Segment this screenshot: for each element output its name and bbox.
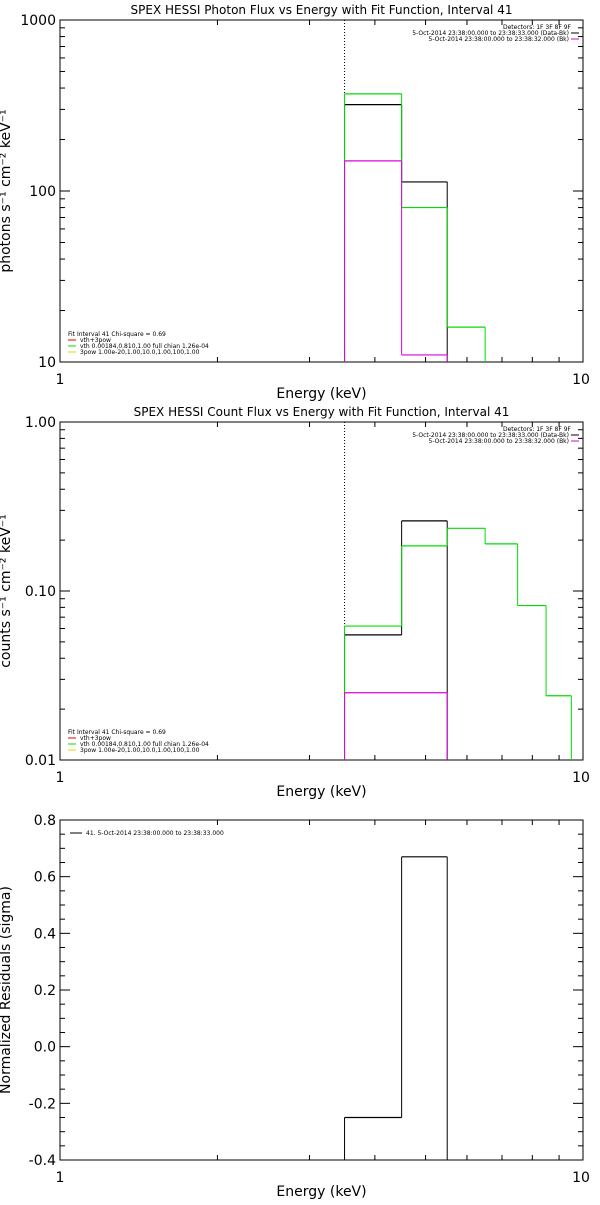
series-3 bbox=[344, 692, 448, 760]
y-axis-label: counts s⁻¹ cm⁻² keV⁻¹ bbox=[0, 514, 14, 668]
legend-fit-entry: Fit Interval 41 Chi-square = 0.69 bbox=[68, 331, 166, 338]
y-tick-label: 0.2 bbox=[34, 983, 56, 999]
legend-top-right-entry: 5-Oct-2014 23:38:00.000 to 23:38:32.000 … bbox=[429, 438, 570, 445]
legend-top-right-entry: 5-Oct-2014 23:38:00.000 to 23:38:33.000 … bbox=[412, 30, 569, 37]
legend-fit-entry: vth 0.00184,0.810,1.00 full chian 1.26e-… bbox=[80, 741, 209, 748]
y-axis-label: photons s⁻¹ cm⁻² keV⁻¹ bbox=[0, 109, 14, 272]
legend-top-right-entry: Detectors: 1F 3F 8F 9F bbox=[503, 24, 572, 31]
series-2 bbox=[344, 527, 572, 760]
legend-fit-entry: vth+3pow bbox=[80, 337, 111, 344]
x-tick-label: 1 bbox=[56, 1170, 65, 1186]
x-tick-label: 10 bbox=[572, 1170, 590, 1186]
y-tick-label: 1000 bbox=[20, 13, 56, 29]
series-3 bbox=[344, 160, 448, 362]
legend-fit-entry: 3pow 1.00e-20,1.00,10.0,1.00,100,1.00 bbox=[80, 349, 200, 356]
y-tick-label: 0.8 bbox=[34, 813, 56, 829]
x-tick-label: 10 bbox=[572, 372, 590, 388]
y-tick-label: 0.10 bbox=[25, 584, 56, 600]
y-tick-label: 1.00 bbox=[25, 415, 56, 431]
y-tick-label: 0.4 bbox=[34, 926, 56, 942]
panel-3: 1 10 -0.4 -0.2 0.0 0.2 0.4 0.6 0.8 Energy (keV) No… bbox=[0, 813, 590, 1200]
plot-frame bbox=[59, 19, 584, 363]
legend-top-right-entry: 5-Oct-2014 23:38:00.000 to 23:38:32.000 … bbox=[429, 36, 570, 43]
chart-title: SPEX HESSI Count Flux vs Energy with Fit… bbox=[134, 405, 510, 419]
legend-fit-entry: vth+3pow bbox=[80, 735, 111, 742]
y-tick-label: 0.6 bbox=[34, 870, 56, 886]
y-tick-label: 0.01 bbox=[25, 753, 56, 769]
legend-top-right-entry: 5-Oct-2014 23:38:00.000 to 23:38:33.000 … bbox=[412, 432, 569, 439]
y-tick-label: 10 bbox=[38, 355, 56, 371]
x-tick-label: 10 bbox=[572, 770, 590, 786]
y-tick-label: 100 bbox=[29, 184, 56, 200]
y-tick-label: -0.4 bbox=[29, 1153, 56, 1169]
plot-frame bbox=[59, 819, 584, 1161]
x-tick-label: 1 bbox=[56, 770, 65, 786]
legend-top-left-entry: 41. 5-Oct-2014 23:38:00.000 to 23:38:33.… bbox=[86, 830, 224, 837]
panel-2: SPEX HESSI Count Flux vs Energy with Fit… bbox=[0, 405, 590, 800]
y-axis-label: Normalized Residuals (sigma) bbox=[0, 886, 14, 1094]
legend-fit-entry: 3pow 1.00e-20,1.00,10.0,1.00,100,1.00 bbox=[80, 747, 200, 754]
series-1 bbox=[344, 520, 448, 760]
x-tick-label: 1 bbox=[56, 372, 65, 388]
y-tick-label: 0.0 bbox=[34, 1040, 56, 1056]
panel-1: SPEX HESSI Photon Flux vs Energy with Fi… bbox=[0, 3, 590, 402]
x-axis-label: Energy (keV) bbox=[276, 1184, 366, 1200]
series-1 bbox=[344, 104, 448, 362]
x-axis-label: Energy (keV) bbox=[276, 386, 366, 402]
chart-title: SPEX HESSI Photon Flux vs Energy with Fi… bbox=[131, 3, 513, 17]
plot-frame bbox=[59, 421, 584, 761]
x-axis-label: Energy (keV) bbox=[276, 784, 366, 800]
legend-fit-entry: vth 0.00184,0.810,1.00 full chian 1.26e-… bbox=[80, 343, 209, 350]
legend-fit-entry: Fit Interval 41 Chi-square = 0.69 bbox=[68, 729, 166, 736]
series-1 bbox=[344, 856, 448, 1160]
legend-top-right-entry: Detectors: 1F 3F 8F 9F bbox=[503, 426, 572, 433]
y-tick-label: -0.2 bbox=[29, 1096, 56, 1112]
series-2 bbox=[344, 93, 486, 362]
